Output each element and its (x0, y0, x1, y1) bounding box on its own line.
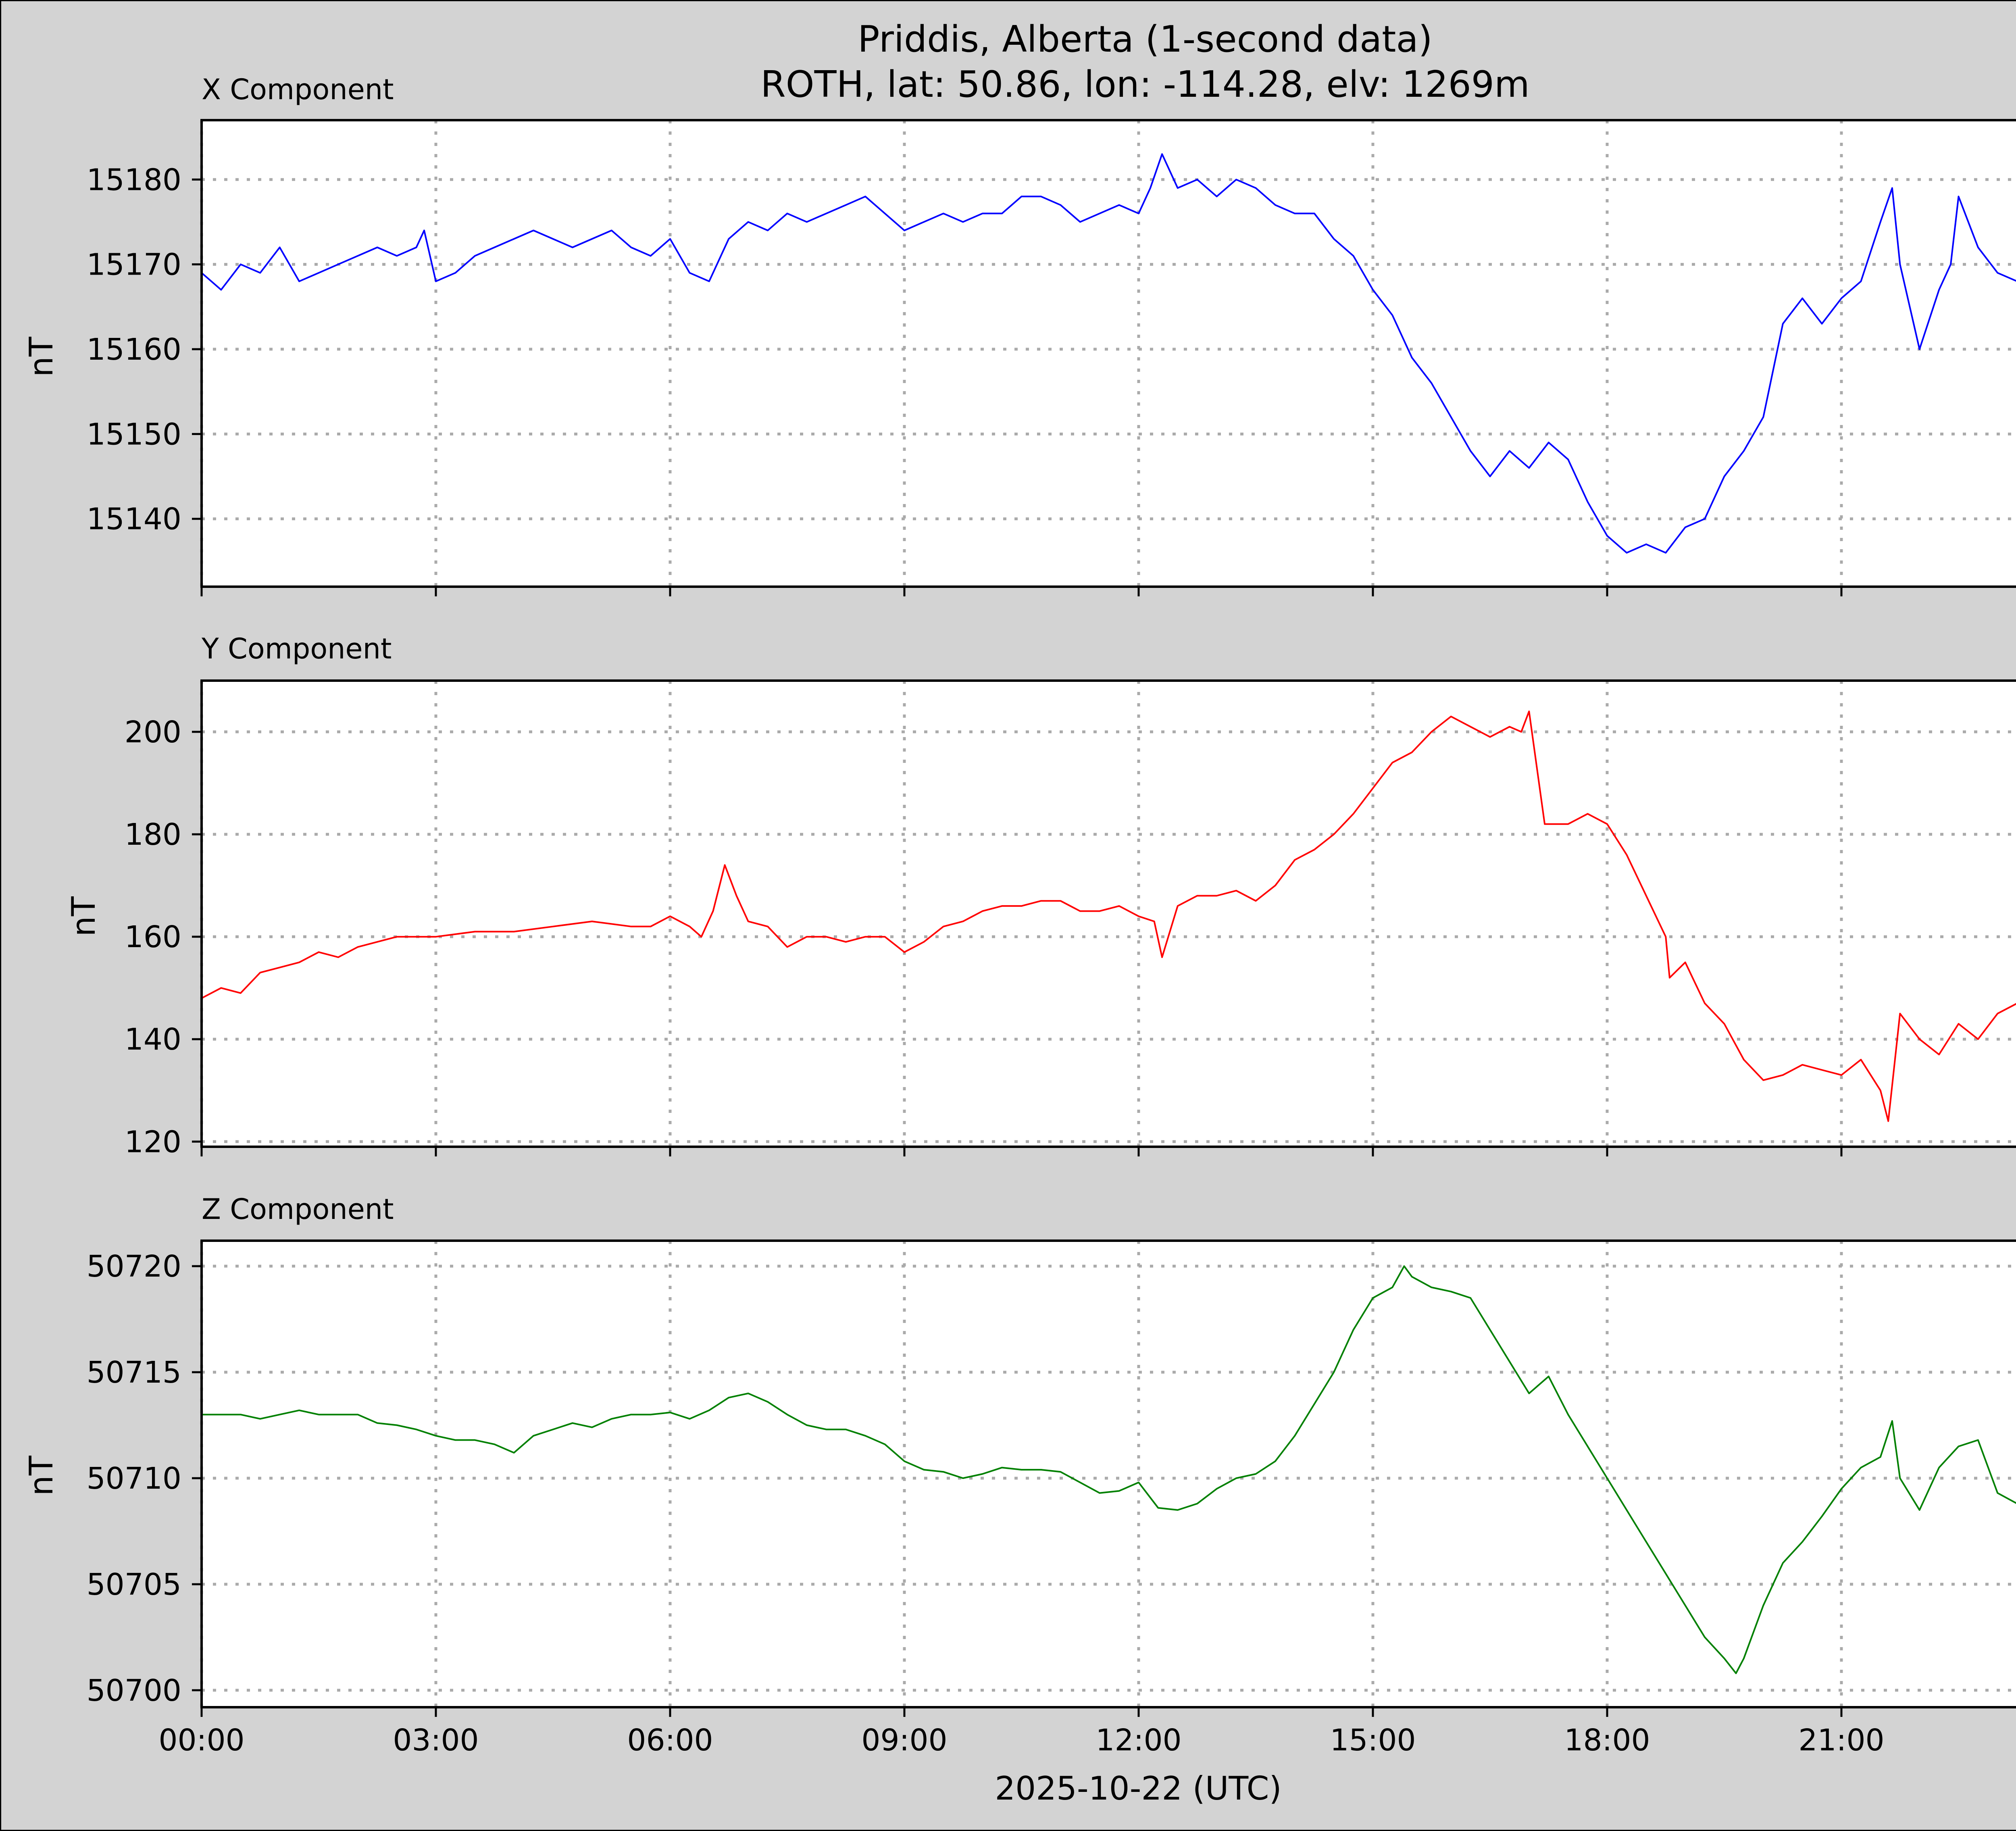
z-component-ytick-label: 50715 (87, 1355, 181, 1390)
x-axis-tick-label: 09:00 (861, 1723, 947, 1758)
z-component-title: Z Component (202, 1193, 394, 1226)
x-axis-label: 2025-10-22 (UTC) (995, 1770, 1281, 1807)
figure-title-line2: ROTH, lat: 50.86, lon: -114.28, elv: 126… (760, 63, 1530, 106)
x-component-ytick-label: 15180 (87, 162, 181, 197)
x-component-plot-frame (200, 119, 2016, 588)
y-component-ytick-label: 160 (125, 920, 181, 954)
z-component-ylabel: nT (23, 1455, 60, 1496)
y-component-ytick-label: 180 (125, 817, 181, 852)
x-axis-tick-label: 06:00 (627, 1723, 713, 1758)
z-component-panel: Z Component nT 50700 50705 50710 50715 50720… (23, 1193, 2016, 1758)
x-component-series-line (201, 153, 2016, 554)
y-component-ytick-label: 140 (125, 1022, 181, 1057)
x-component-ytick-label: 15160 (87, 332, 181, 367)
z-component-series-line (202, 1265, 2016, 1674)
y-component-series-line (201, 710, 2016, 1122)
y-component-plot-frame (200, 679, 2016, 1148)
z-component-plot-frame (200, 1239, 2016, 1708)
x-axis-tick-label: 15:00 (1330, 1723, 1416, 1758)
x-axis-tick-label: 12:00 (1095, 1723, 1181, 1758)
y-component-ytick-label: 120 (125, 1125, 181, 1159)
z-component-ytick-label: 50705 (87, 1567, 181, 1602)
x-axis-tick-label: 21:00 (1798, 1723, 1884, 1758)
x-component-ylabel: nT (23, 336, 60, 377)
x-axis-tick-label: 03:00 (393, 1723, 479, 1758)
y-component-plot-area (202, 681, 2016, 1147)
figure-title-line1: Priddis, Alberta (1-second data) (858, 18, 1432, 60)
x-component-panel: X Component nT 15140 15150 15160 15170 15180 (23, 73, 2016, 596)
z-component-ytick-label: 50720 (87, 1249, 181, 1284)
x-component-ytick-label: 15140 (87, 502, 181, 537)
x-component-ytick-label: 15150 (87, 417, 181, 452)
z-component-plot-area (202, 1241, 2016, 1707)
x-axis-tick-label: 18:00 (1564, 1723, 1650, 1758)
z-component-ytick-label: 50700 (87, 1673, 181, 1708)
x-component-ytick-label: 15170 (87, 248, 181, 282)
y-component-ytick-label: 200 (125, 715, 181, 750)
x-axis-tick-label: 00:00 (158, 1723, 244, 1758)
x-component-title: X Component (202, 73, 394, 106)
y-component-ylabel: nT (65, 896, 102, 937)
x-component-plot-area (202, 120, 2016, 587)
z-component-ytick-label: 50710 (87, 1461, 181, 1496)
y-component-title: Y Component (201, 632, 392, 665)
y-component-panel: Y Component nT 120 140 160 180 200 (65, 632, 2016, 1159)
